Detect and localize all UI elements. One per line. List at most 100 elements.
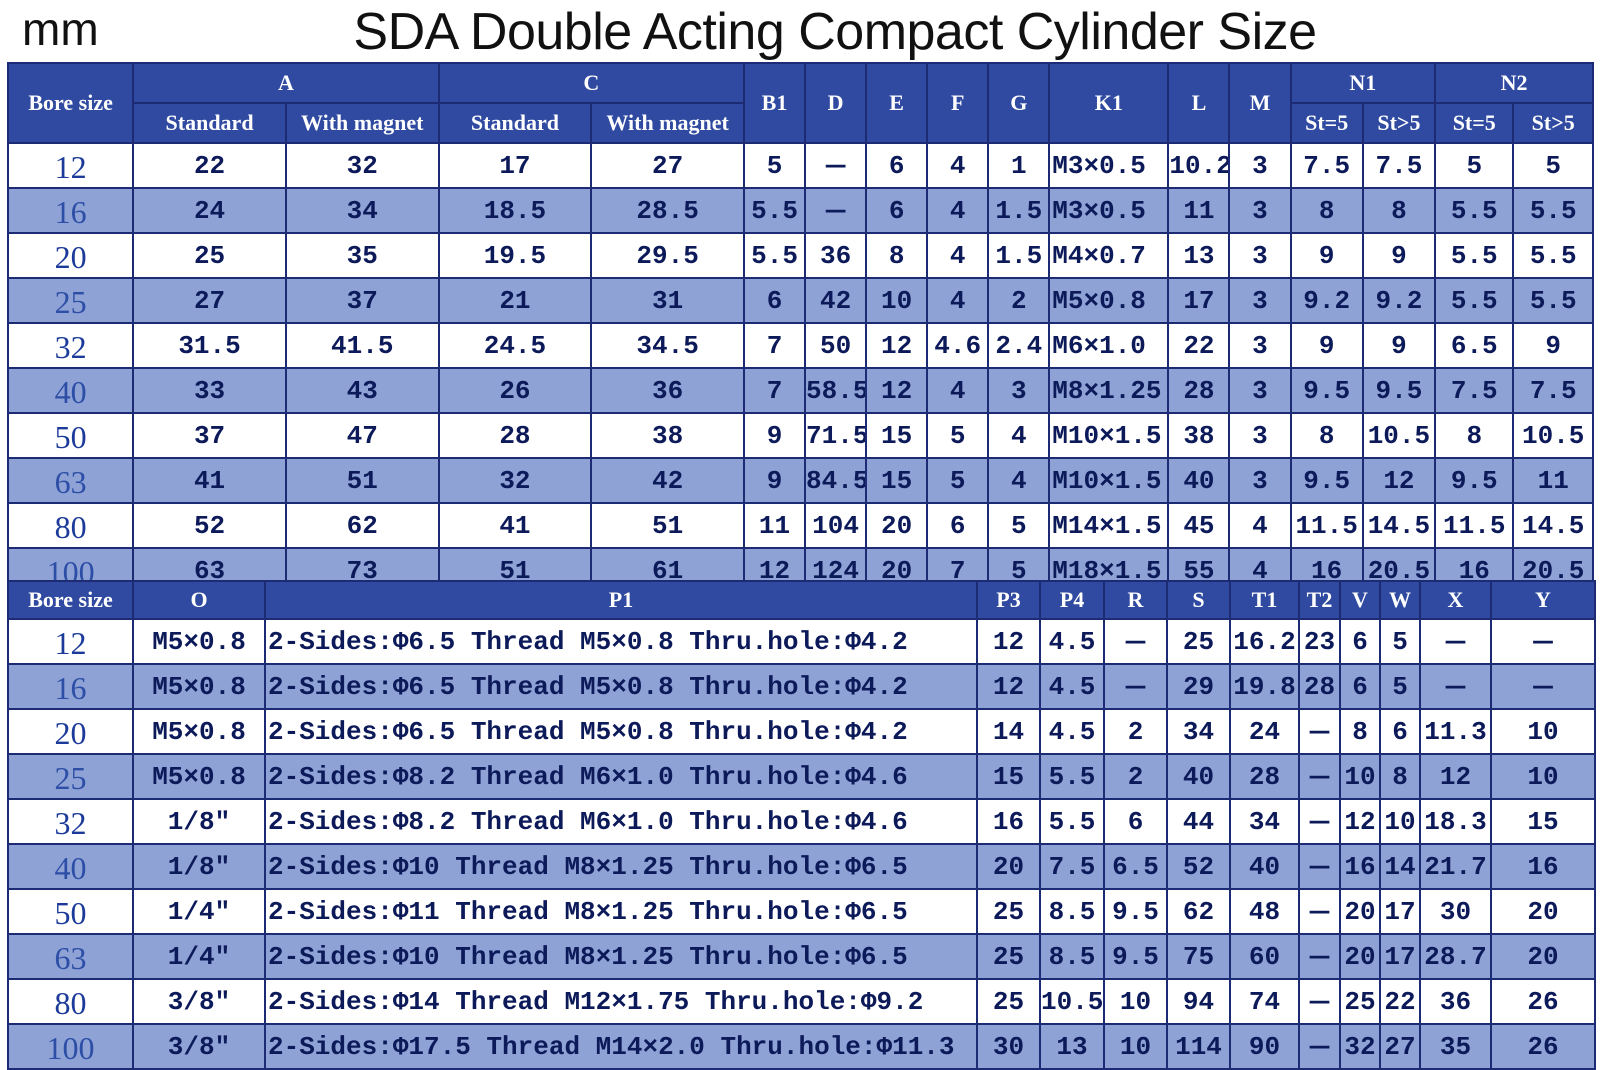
cell-n2-st5: 5.5 — [1434, 187, 1515, 234]
cell-c-standard: 19.5 — [437, 232, 593, 279]
cell-r: － — [1103, 663, 1168, 710]
cell-n1-stgt5: 9 — [1361, 232, 1437, 279]
cell-m: 3 — [1228, 232, 1292, 279]
cell-v: 20 — [1339, 888, 1381, 935]
cell-o: M5×0.8 — [132, 708, 266, 755]
header-p3: P3 — [976, 580, 1041, 620]
cell-s: 114 — [1166, 1023, 1231, 1070]
cell-p1: 2-Sides:Φ6.5 Thread M5×0.8 Thru.hole:Φ4.… — [264, 708, 978, 755]
cell-p3: 12 — [976, 618, 1041, 665]
cell-n1-st5: 9.5 — [1289, 457, 1364, 504]
header-o: O — [132, 580, 266, 620]
cell-c-with-magnet: 31 — [590, 277, 745, 324]
header-g: G — [987, 62, 1051, 144]
cell-n1-stgt5: 14.5 — [1361, 502, 1437, 549]
header-c: C — [437, 62, 745, 104]
cell-s: 75 — [1166, 933, 1231, 980]
cell-n2-st5: 5 — [1434, 142, 1515, 189]
cell-p1: 2-Sides:Φ6.5 Thread M5×0.8 Thru.hole:Φ4.… — [264, 618, 978, 665]
table-row: 32 1/8″ 2-Sides:Φ8.2 Thread M6×1.0 Thru.ho… — [7, 798, 1596, 845]
cell-e: 20 — [865, 502, 929, 549]
cell-b1: 5 — [742, 142, 807, 189]
cell-t1: 48 — [1229, 888, 1300, 935]
cell-l: 22 — [1167, 322, 1231, 369]
cell-o: 3/8″ — [132, 1023, 266, 1070]
header-d: D — [804, 62, 868, 144]
cell-b1: 5.5 — [742, 187, 807, 234]
cell-y: － — [1490, 663, 1596, 710]
cell-x: 12 — [1419, 753, 1492, 800]
cell-o: 1/8″ — [132, 843, 266, 890]
cell-b1: 9 — [742, 457, 807, 504]
cell-a-with-magnet: 32 — [284, 142, 440, 189]
cell-p4: 7.5 — [1039, 843, 1105, 890]
cell-p4: 8.5 — [1039, 888, 1105, 935]
header-n1: N1 — [1289, 62, 1437, 104]
cell-x: － — [1419, 618, 1492, 665]
cell-r: 2 — [1103, 753, 1168, 800]
cell-k1: M3×0.5 — [1048, 187, 1170, 234]
cell-m: 3 — [1228, 457, 1292, 504]
cell-n1-st5: 9.5 — [1289, 367, 1364, 414]
cell-n2-stgt5: 7.5 — [1512, 367, 1594, 414]
cell-t2: － — [1298, 1023, 1341, 1070]
table-row: 40 1/8″ 2-Sides:Φ10 Thread M8×1.25 Thru.ho… — [7, 843, 1596, 890]
cell-v: 25 — [1339, 978, 1381, 1025]
cell-x: － — [1419, 663, 1492, 710]
cell-m: 3 — [1228, 187, 1292, 234]
cell-bore: 100 — [7, 1023, 134, 1070]
cell-r: － — [1103, 618, 1168, 665]
cell-t1: 40 — [1229, 843, 1300, 890]
cell-p1: 2-Sides:Φ10 Thread M8×1.25 Thru.hole:Φ6.… — [264, 933, 978, 980]
cell-l: 13 — [1167, 232, 1231, 279]
cell-t1: 28 — [1229, 753, 1300, 800]
cell-g: 3 — [987, 367, 1051, 414]
cell-c-standard: 26 — [437, 367, 593, 414]
cell-a-standard: 25 — [132, 232, 287, 279]
cell-n2-st5: 8 — [1434, 412, 1515, 459]
cell-b1: 7 — [742, 367, 807, 414]
cell-p4: 4.5 — [1039, 663, 1105, 710]
cell-r: 10 — [1103, 1023, 1168, 1070]
cell-o: M5×0.8 — [132, 753, 266, 800]
cell-s: 62 — [1166, 888, 1231, 935]
cell-b1: 6 — [742, 277, 807, 324]
cell-n1-st5: 9 — [1289, 232, 1364, 279]
cell-k1: M5×0.8 — [1048, 277, 1170, 324]
cell-o: M5×0.8 — [132, 663, 266, 710]
cell-s: 94 — [1166, 978, 1231, 1025]
cell-bore: 40 — [6, 367, 135, 414]
cell-e: 15 — [865, 457, 929, 504]
cell-p4: 8.5 — [1039, 933, 1105, 980]
header-x: X — [1419, 580, 1492, 620]
cell-s: 44 — [1166, 798, 1231, 845]
cell-c-standard: 32 — [437, 457, 593, 504]
cell-b1: 9 — [742, 412, 807, 459]
cell-s: 34 — [1166, 708, 1231, 755]
cell-bore: 16 — [7, 663, 134, 710]
cell-n1-st5: 9.2 — [1289, 277, 1364, 324]
cell-bore: 32 — [6, 322, 135, 369]
header-w: W — [1379, 580, 1421, 620]
cell-y: 10 — [1490, 708, 1596, 755]
cell-n1-st5: 8 — [1289, 187, 1364, 234]
cell-k1: M14×1.5 — [1048, 502, 1170, 549]
cell-a-with-magnet: 37 — [284, 277, 440, 324]
cell-c-standard: 24.5 — [437, 322, 593, 369]
cell-t1: 74 — [1229, 978, 1300, 1025]
cell-a-standard: 27 — [132, 277, 287, 324]
subheader-n1-st-gt-5: St>5 — [1361, 102, 1437, 144]
cell-r: 6 — [1103, 798, 1168, 845]
cell-p4: 4.5 — [1039, 708, 1105, 755]
cell-g: 4 — [987, 412, 1051, 459]
subheader-c-standard: Standard — [437, 102, 593, 144]
cell-l: 28 — [1167, 367, 1231, 414]
cell-w: 17 — [1379, 888, 1421, 935]
cell-f: 5 — [926, 412, 990, 459]
cell-n2-st5: 6.5 — [1434, 322, 1515, 369]
cell-p3: 16 — [976, 798, 1041, 845]
cell-e: 6 — [865, 142, 929, 189]
cell-bore: 63 — [6, 457, 135, 504]
cell-x: 11.3 — [1419, 708, 1492, 755]
cell-n2-stgt5: 5 — [1512, 142, 1594, 189]
